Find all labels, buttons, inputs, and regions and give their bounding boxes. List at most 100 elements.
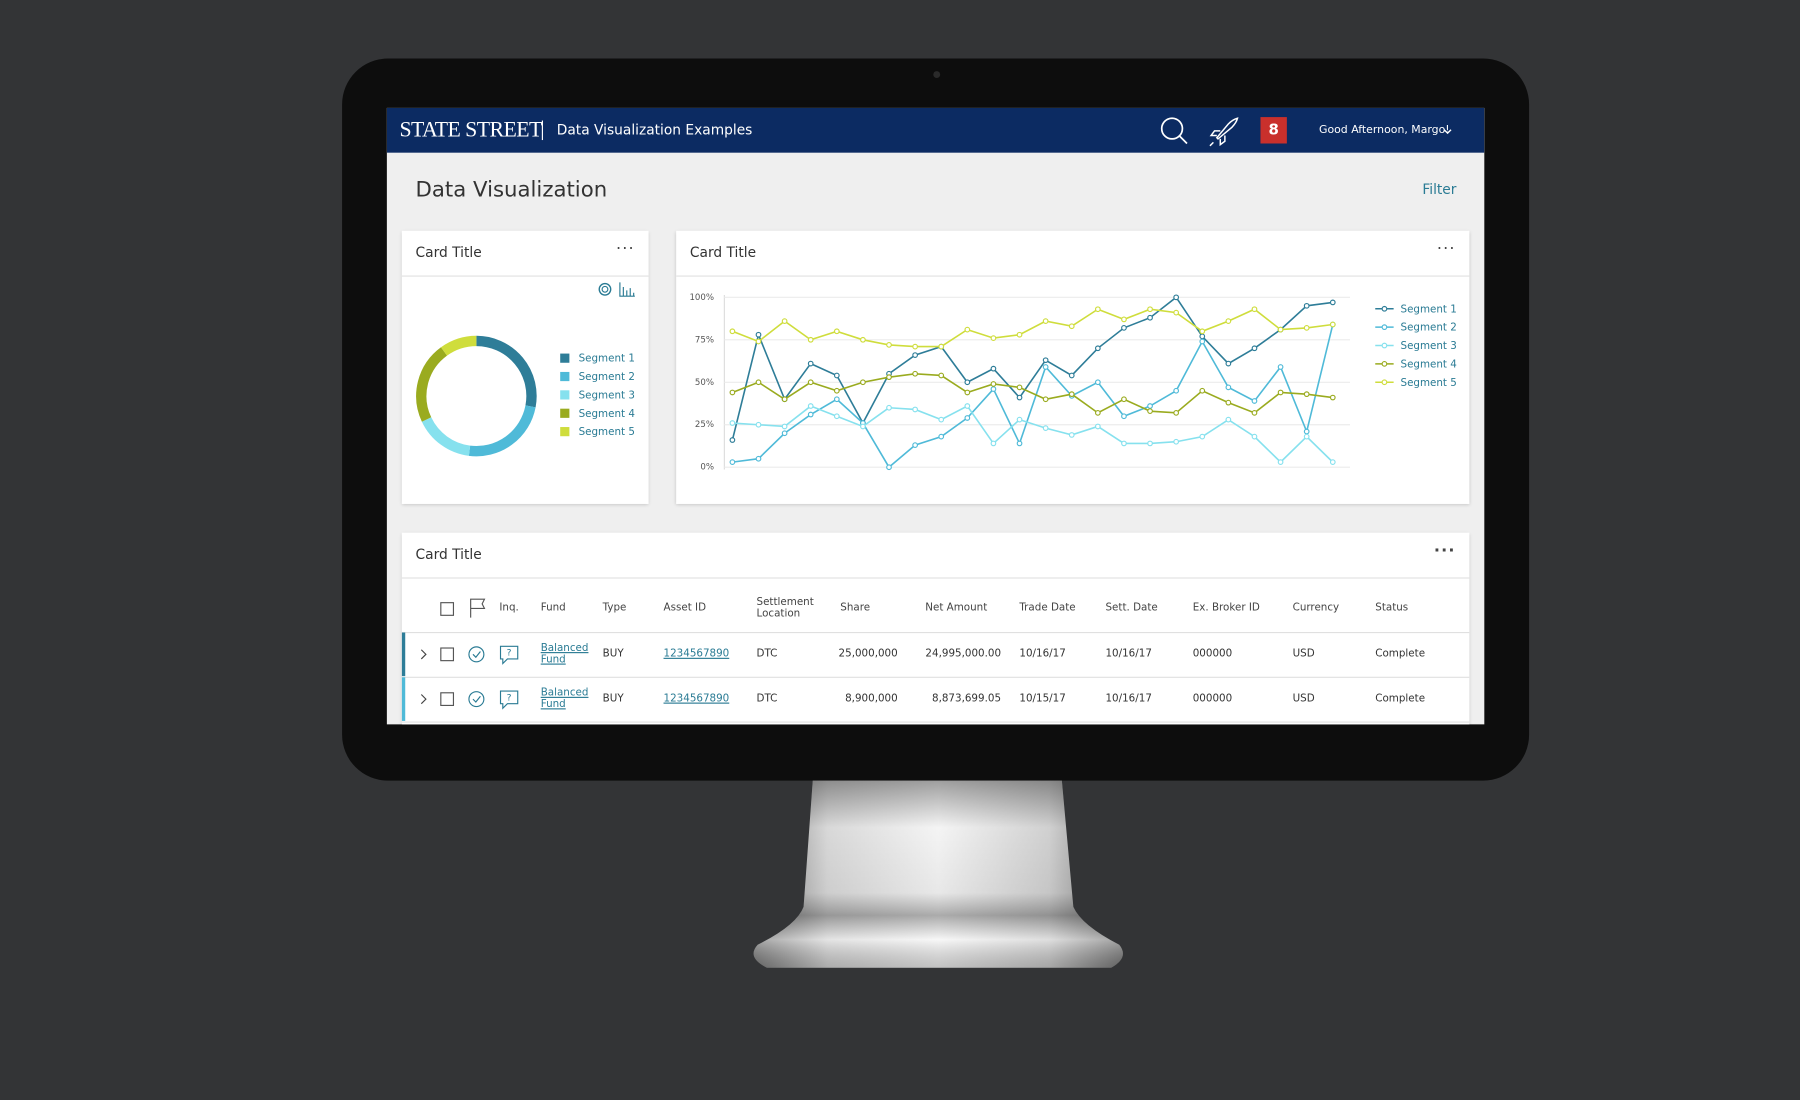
legend-label[interactable]: Segment 3 [1401, 340, 1457, 352]
data-point [1225, 318, 1232, 324]
row-accent [401, 632, 406, 677]
data-point [990, 335, 997, 341]
legend-label[interactable]: Segment 2 [1401, 322, 1457, 334]
more-menu[interactable]: ··· [1436, 239, 1456, 259]
inquiry-icon[interactable] [499, 645, 519, 665]
table-cell: 10/16/17 [1105, 693, 1152, 705]
data-point [1094, 379, 1101, 386]
status-check[interactable] [468, 691, 485, 708]
legend-marker [1381, 361, 1388, 367]
data-point [1016, 416, 1023, 423]
data-point [1251, 409, 1258, 416]
more-menu[interactable]: ··· [1433, 541, 1456, 561]
legend-label[interactable]: Segment 5 [579, 426, 635, 438]
column-header[interactable]: Asset ID [663, 602, 707, 615]
column-header[interactable]: Settlement Location [756, 596, 814, 620]
data-point [1094, 423, 1101, 430]
data-point [807, 336, 814, 343]
legend-swatch [560, 408, 570, 418]
series-line [732, 308, 1333, 348]
cell-link[interactable]: 1234567890 [663, 648, 730, 661]
data-point [1068, 391, 1075, 398]
filter-button[interactable]: Filter [1422, 181, 1457, 198]
column-header[interactable]: Share [840, 602, 871, 615]
data-point [1068, 372, 1075, 379]
legend-label[interactable]: Segment 1 [579, 353, 635, 365]
donut-chart: Segment 1 Segment 2 Segment 3 Segment 4 Segm… [416, 282, 635, 457]
table-card: Card Title ··· ?? Inq. Fund Type Asset ID Set… [401, 532, 1470, 725]
logo[interactable]: STATE STREET [399, 118, 542, 143]
legend-label[interactable]: Segment 3 [579, 389, 635, 401]
data-point [1277, 389, 1284, 396]
data-point [1042, 318, 1049, 324]
column-header[interactable]: Type [602, 602, 627, 615]
cell-link[interactable]: 1234567890 [663, 693, 730, 705]
donut-card: Card Title ··· Segment 1 Segment 2 Segment … [401, 230, 649, 504]
data-point [1225, 416, 1232, 423]
chevron-down[interactable] [1442, 126, 1453, 137]
page-title: Data Visualization [415, 177, 608, 203]
expand-chevron[interactable] [420, 694, 427, 705]
table-cell: 8,900,000 [845, 693, 898, 705]
data-point [1251, 345, 1258, 352]
data-point [860, 379, 866, 386]
data-point [1199, 433, 1206, 440]
data-point [990, 440, 997, 447]
data-point [912, 352, 918, 358]
data-point [886, 342, 892, 348]
column-header[interactable]: Sett. Date [1105, 602, 1158, 615]
data-point [1225, 399, 1232, 406]
data-point [886, 374, 892, 381]
table-cell: 10/16/17 [1019, 648, 1066, 661]
data-point [1094, 409, 1101, 416]
search-icon[interactable] [1156, 115, 1190, 147]
data-point [729, 420, 736, 426]
legend-label[interactable]: Segment 2 [579, 371, 635, 383]
column-header[interactable]: Ex. Broker ID [1192, 602, 1260, 615]
notification-badge[interactable]: 8 [1260, 117, 1287, 144]
data-point [807, 411, 814, 418]
data-point [964, 389, 971, 396]
data-point [990, 386, 997, 392]
status-check[interactable] [468, 646, 485, 663]
card-header: Card Title ··· [401, 231, 649, 277]
rocket-icon[interactable] [1208, 115, 1240, 147]
column-header[interactable]: Net Amount [925, 602, 988, 615]
row-checkbox[interactable] [440, 647, 455, 662]
legend-swatch [560, 427, 570, 437]
column-header[interactable]: Currency [1292, 602, 1340, 615]
data-point [781, 430, 788, 437]
table-cell: DTC [756, 648, 778, 661]
data-point [1173, 438, 1180, 445]
cell-link[interactable]: Balanced Fund [540, 687, 589, 711]
nav-bar: STATE STREET Data Visualization Examples… [386, 107, 1485, 153]
data-point [1303, 428, 1310, 435]
cell-link[interactable]: Balanced Fund [540, 642, 589, 666]
data-point [1225, 360, 1232, 367]
legend-label[interactable]: Segment 5 [1401, 377, 1457, 389]
expand-chevron[interactable] [420, 649, 427, 660]
data-point [1147, 314, 1153, 321]
legend-label[interactable]: Segment 1 [1401, 303, 1457, 315]
more-menu[interactable]: ··· [616, 239, 635, 259]
legend-label[interactable]: Segment 4 [579, 408, 635, 420]
inquiry-icon[interactable] [499, 690, 519, 710]
row-checkbox[interactable] [440, 692, 455, 706]
legend-label[interactable]: Segment 4 [1401, 358, 1457, 370]
column-header[interactable]: Inq. [499, 602, 519, 615]
data-point [1121, 396, 1127, 403]
data-point [1303, 391, 1310, 398]
column-header[interactable]: Fund [540, 602, 566, 615]
data-point [1173, 409, 1180, 416]
legend-swatch [560, 390, 570, 400]
data-point [1042, 396, 1049, 403]
data-point [1042, 357, 1049, 364]
data-point [1303, 325, 1310, 331]
series-line [731, 296, 1333, 441]
data-point [729, 328, 736, 335]
data-point [1329, 459, 1336, 465]
column-header[interactable]: Trade Date [1019, 602, 1076, 615]
greeting[interactable]: Good Afternoon, Margo! [1319, 123, 1450, 137]
legend-swatch [560, 371, 570, 382]
column-header[interactable]: Status [1375, 602, 1409, 615]
